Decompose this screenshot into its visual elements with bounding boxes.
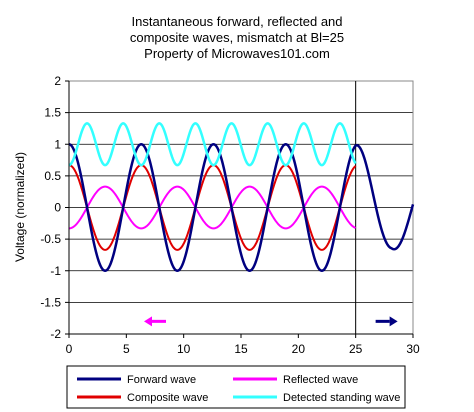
y-tick-label: 1.5	[44, 106, 61, 120]
chart-title: Instantaneous forward, reflected and com…	[0, 14, 474, 62]
x-tick-label: 10	[177, 342, 191, 356]
arrow-left-head	[144, 316, 152, 327]
x-tick-label: 0	[66, 342, 73, 356]
y-tick-label: -2	[50, 327, 61, 341]
y-tick-label: -1.5	[40, 295, 61, 309]
arrow-right-head	[389, 316, 398, 327]
series-layer	[68, 122, 415, 273]
legend-box	[66, 365, 406, 409]
legend-label: Detected standing wave	[283, 392, 400, 404]
series-reflected-wave	[68, 185, 357, 230]
legend-label: Forward wave	[127, 374, 196, 386]
y-tick-label: -1	[50, 264, 61, 278]
y-tick-label: 0.5	[44, 169, 61, 183]
series-detected-standing-wave	[68, 122, 357, 167]
y-axis-label: Voltage (normalized)	[13, 152, 27, 262]
legend-label: Composite wave	[127, 392, 208, 404]
series-forward-wave	[68, 142, 415, 273]
y-tick-label: 2	[54, 74, 61, 88]
y-tick-label: -0.5	[40, 232, 61, 246]
axis-layer: 2 1.5 1 0.5 0 -0.5 -1 -1.5 -2 0 5 10 15 20 25 30	[40, 74, 420, 356]
title-line-2: composite waves, mismatch at Bl=25	[129, 30, 345, 45]
y-tick-label: 1	[54, 137, 61, 151]
legend-label: Reflected wave	[283, 374, 358, 386]
title-line-3: Property of Microwaves101.com	[144, 46, 330, 61]
x-tick-label: 30	[406, 342, 420, 356]
y-tick-label: 0	[54, 201, 61, 215]
x-tick-label: 5	[123, 342, 130, 356]
title-line-1: Instantaneous forward, reflected and	[131, 14, 343, 29]
grid-layer	[68, 80, 414, 335]
x-tick-label: 25	[349, 342, 363, 356]
legend: Forward wave Reflected wave Composite wave…	[66, 365, 406, 409]
x-tick-label: 15	[234, 342, 248, 356]
x-tick-label: 20	[292, 342, 306, 356]
